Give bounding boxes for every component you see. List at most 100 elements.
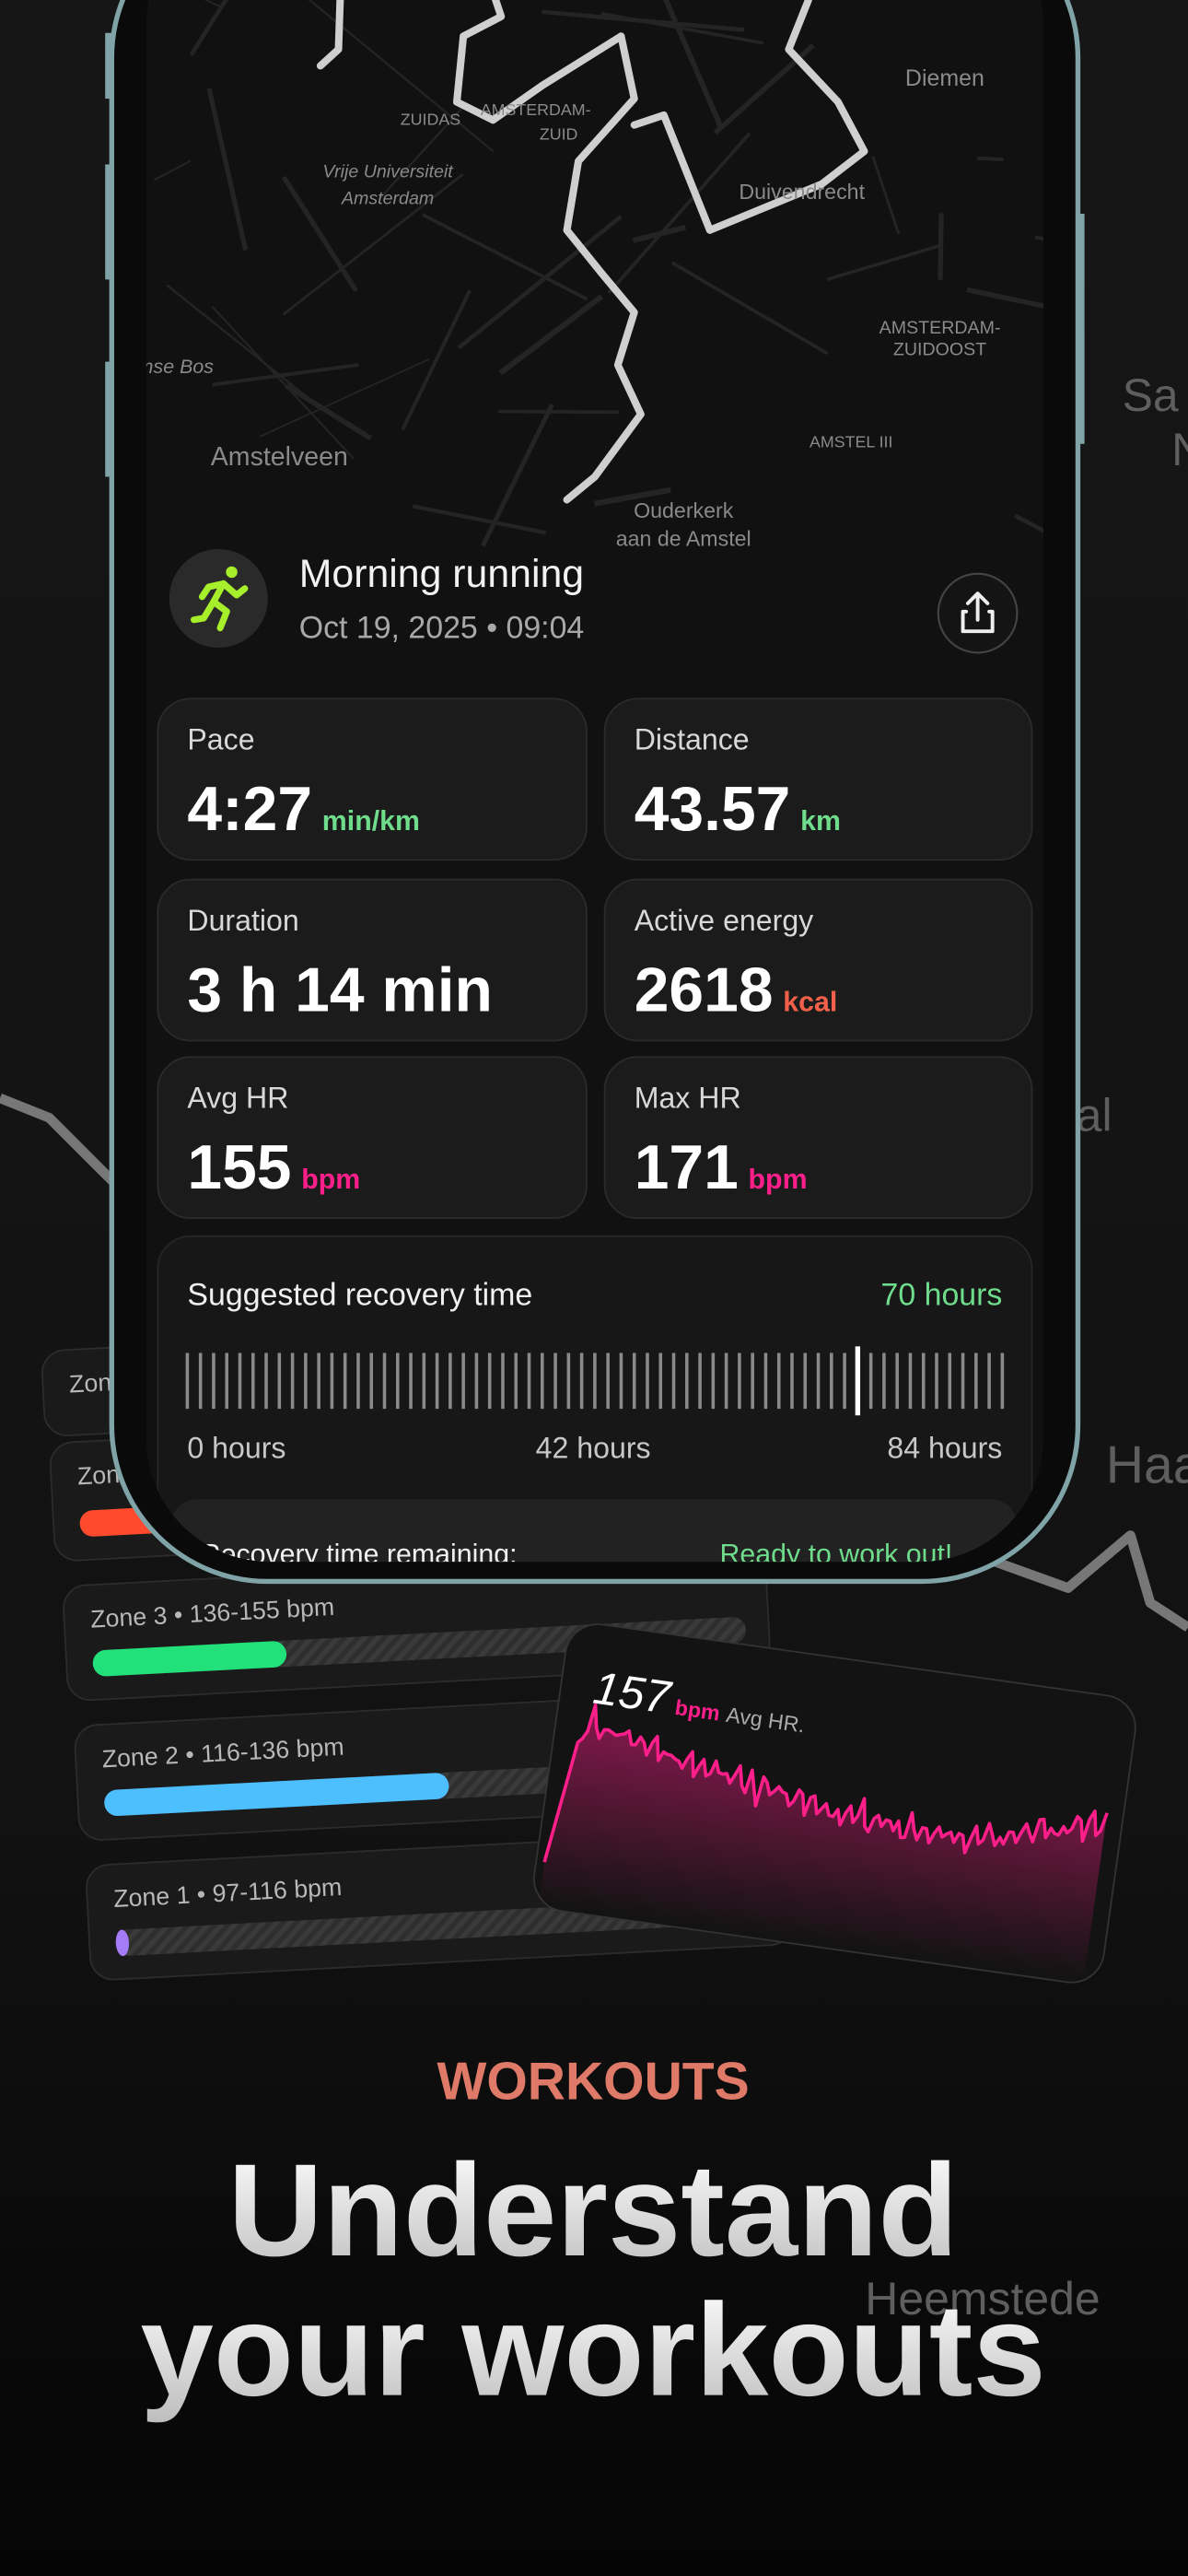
scale-label: 42 hours bbox=[536, 1432, 651, 1465]
map-label: AMSTEL III bbox=[809, 432, 892, 451]
road bbox=[542, 9, 745, 32]
road bbox=[632, 224, 687, 243]
metric-label: Duration bbox=[187, 904, 298, 937]
map-label: Amsterdam bbox=[341, 188, 434, 208]
road bbox=[153, 159, 192, 181]
map-label: Diemen bbox=[905, 65, 984, 91]
metric-label: Pace bbox=[187, 723, 254, 756]
map-label: Haa bbox=[1106, 1435, 1188, 1494]
metric-number: 3 h 14 min bbox=[187, 955, 493, 1025]
scale-label: 84 hours bbox=[887, 1432, 1002, 1465]
recovery-value: 70 hours bbox=[880, 1278, 1002, 1313]
metric-label: Distance bbox=[635, 723, 750, 756]
hr-card: 157bpm Avg HR. bbox=[533, 1623, 1136, 1984]
road bbox=[282, 173, 464, 316]
road bbox=[166, 284, 309, 399]
hr-value: 157 bbox=[590, 1662, 676, 1724]
map-label: N bbox=[1171, 424, 1188, 475]
metric-number: 2618 bbox=[635, 955, 774, 1025]
map-label: Heemstede bbox=[865, 2273, 1100, 2324]
road bbox=[594, 486, 671, 507]
metric-card bbox=[603, 1056, 1033, 1220]
road bbox=[281, 175, 358, 293]
remaining-label: Recovery time remaining: bbox=[201, 1540, 518, 1570]
road bbox=[1014, 513, 1043, 600]
hr-area bbox=[538, 1704, 1108, 1982]
metric-number: 155 bbox=[187, 1133, 291, 1202]
road bbox=[498, 409, 620, 415]
road bbox=[189, 0, 231, 56]
map-label: AMSTERDAM- bbox=[879, 318, 1001, 338]
metric-value: 171 bpm bbox=[635, 1133, 808, 1202]
outer-map: Sa N al Haa Heemstede bbox=[0, 369, 1188, 2324]
metric-unit: bpm bbox=[301, 1165, 360, 1195]
map-label: Ouderkerk bbox=[634, 498, 734, 522]
share-icon bbox=[961, 591, 995, 634]
road bbox=[826, 244, 940, 282]
map-label: ZUIDAS bbox=[401, 111, 460, 129]
metric-card bbox=[603, 878, 1033, 1042]
road bbox=[966, 287, 1043, 337]
workout-title: Morning running bbox=[299, 552, 584, 596]
map-label: Amstelveen bbox=[211, 442, 348, 472]
map-label: al bbox=[1077, 1090, 1112, 1142]
phone: ZUIDAS AMSTERDAM- ZUID Vrije Universitei… bbox=[82, 0, 1085, 1585]
road bbox=[422, 213, 588, 301]
metric-value: 4:27 min/km bbox=[187, 775, 420, 844]
metric-card bbox=[157, 878, 588, 1042]
metric-label: Avg HR bbox=[187, 1082, 288, 1115]
map-label: Duivendrecht bbox=[739, 180, 865, 204]
road bbox=[378, 102, 468, 200]
road bbox=[871, 156, 901, 235]
road bbox=[259, 357, 430, 438]
map-label: sterdamse Bos bbox=[82, 356, 214, 378]
map-label: ZUID bbox=[540, 125, 578, 144]
map-label: aan de Amstel bbox=[616, 526, 751, 550]
metric-unit: kcal bbox=[783, 987, 837, 1017]
metric-label: Active energy bbox=[635, 904, 814, 937]
zone-fill bbox=[104, 1773, 449, 1817]
road bbox=[481, 403, 554, 547]
metric-value: 43.57 km bbox=[635, 775, 841, 844]
eyebrow: WORKOUTS bbox=[437, 2053, 749, 2112]
road bbox=[938, 213, 944, 280]
metric-value: 3 h 14 min bbox=[187, 955, 493, 1025]
map bbox=[146, 0, 1043, 600]
metrics: Pace 4:27 min/km Distance 43.57 km Duration 3 h… bbox=[157, 697, 1033, 1220]
screen-content: ZUIDAS AMSTERDAM- ZUID Vrije Universitei… bbox=[82, 0, 1043, 1570]
metric-card bbox=[157, 697, 588, 861]
road bbox=[212, 363, 359, 387]
hr-unit: bpm bbox=[673, 1695, 721, 1726]
headline: Understand bbox=[228, 2137, 959, 2284]
road bbox=[658, 0, 723, 127]
metric-card bbox=[157, 1056, 588, 1220]
metric-number: 4:27 bbox=[187, 775, 312, 844]
map-label: ZUIDOOST bbox=[893, 339, 986, 359]
metric-value: 2618 kcal bbox=[635, 955, 838, 1025]
map-label: Sa bbox=[1123, 369, 1179, 421]
map-label: Vrije Universiteit bbox=[322, 162, 454, 182]
headline: your workouts bbox=[140, 2277, 1045, 2424]
route bbox=[316, 0, 868, 504]
road bbox=[976, 156, 1004, 161]
road bbox=[211, 306, 355, 460]
recovery-status: Ready to work out! bbox=[719, 1540, 952, 1570]
metric-number: 171 bbox=[635, 1133, 739, 1202]
map-label: AMSTERDAM- bbox=[481, 100, 591, 119]
road bbox=[285, 383, 372, 441]
road bbox=[670, 261, 829, 356]
hr-line bbox=[542, 1703, 1109, 1863]
metric-unit: min/km bbox=[322, 806, 420, 837]
metric-value: 155 bpm bbox=[187, 1133, 360, 1202]
zone-fill bbox=[115, 1929, 130, 1957]
road bbox=[457, 215, 623, 350]
road bbox=[607, 132, 751, 295]
route-outside bbox=[984, 1530, 1188, 1632]
metric-label: Max HR bbox=[635, 1082, 741, 1115]
remaining-card bbox=[170, 1499, 1018, 1563]
route-outside bbox=[0, 1093, 122, 1191]
scale-label: 0 hours bbox=[187, 1432, 285, 1465]
road bbox=[206, 88, 249, 251]
